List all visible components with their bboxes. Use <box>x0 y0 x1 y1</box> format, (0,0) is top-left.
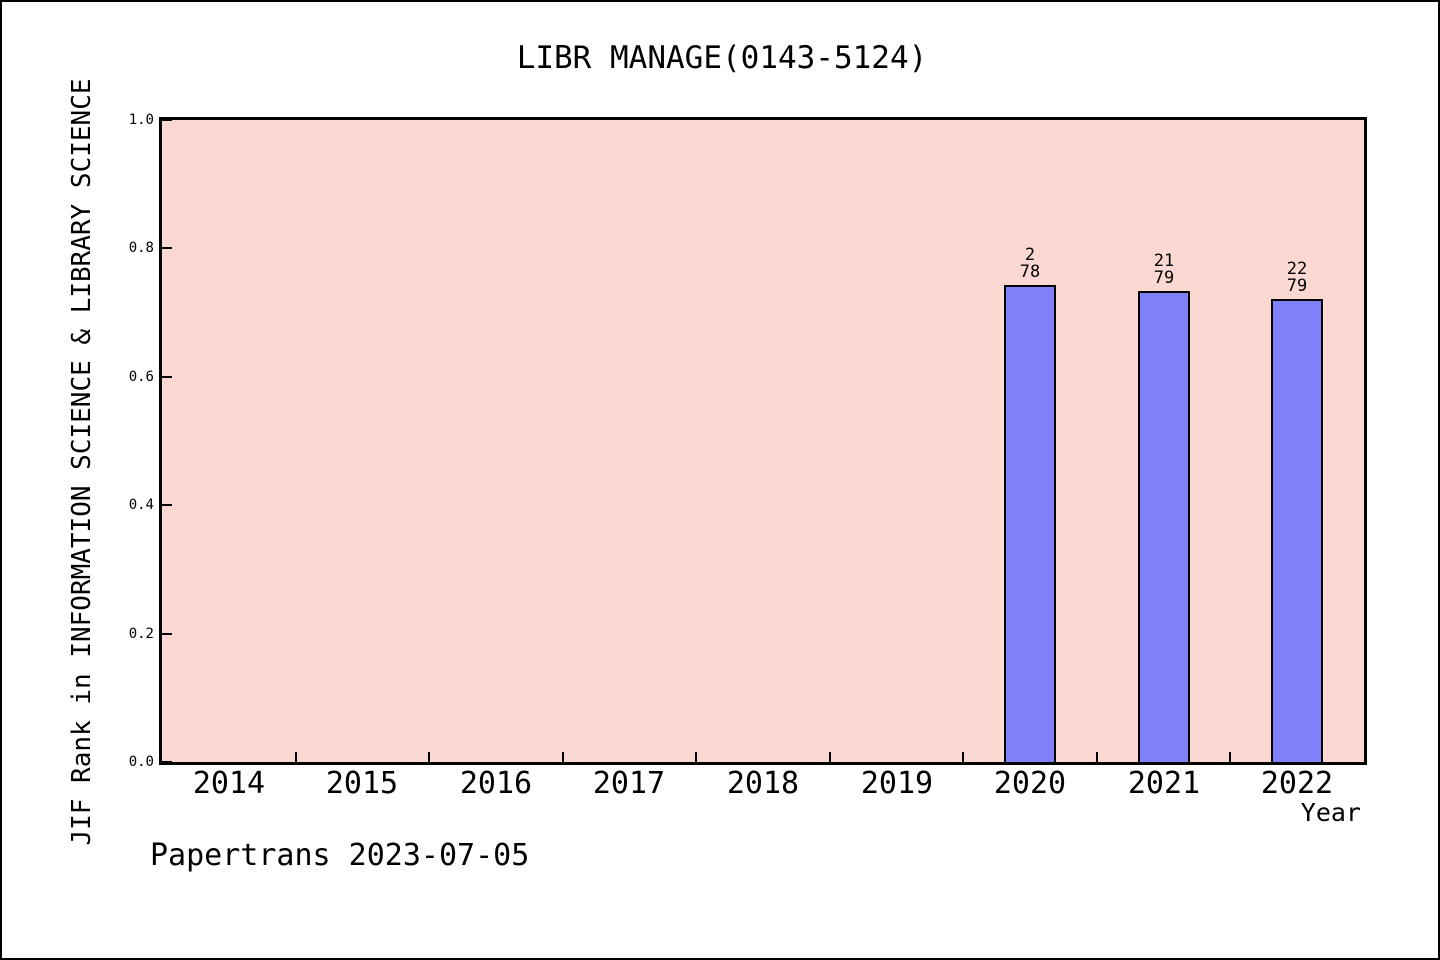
x-tick-label: 2016 <box>459 766 533 801</box>
bar-total-value: 79 <box>1286 276 1308 296</box>
y-tick-label: 0.8 <box>128 240 154 256</box>
y-tick-mark <box>162 761 172 763</box>
x-axis-label: Year <box>1300 798 1361 827</box>
x-tick-mark <box>1229 752 1231 762</box>
x-tick-mark <box>562 752 564 762</box>
chart-title: LIBR MANAGE(0143-5124) <box>516 40 928 76</box>
bar-annotation-2020: 2 78 <box>1020 247 1040 281</box>
x-tick-mark <box>428 752 430 762</box>
x-tick-label: 2022 <box>1260 766 1334 801</box>
x-tick-label: 2014 <box>192 766 266 801</box>
y-axis-label: JIF Rank in INFORMATION SCIENCE & LIBRAR… <box>67 78 97 846</box>
y-tick-mark <box>162 633 172 635</box>
bar-2020 <box>1004 285 1056 762</box>
bar-2022 <box>1271 299 1323 762</box>
y-tick-mark <box>162 247 172 249</box>
bar-total-value: 79 <box>1153 268 1175 288</box>
bar-annotation-2022: 22 79 <box>1287 261 1307 295</box>
x-tick-mark <box>295 752 297 762</box>
x-tick-label: 2018 <box>726 766 800 801</box>
y-tick-mark <box>162 376 172 378</box>
x-tick-mark <box>695 752 697 762</box>
bar-2021 <box>1138 291 1190 762</box>
y-tick-label: 0.2 <box>128 626 154 642</box>
y-tick-label: 1.0 <box>128 112 154 128</box>
bar-total-value: 78 <box>1019 262 1041 282</box>
x-tick-label: 2015 <box>325 766 399 801</box>
x-tick-label: 2017 <box>592 766 666 801</box>
x-tick-label: 2019 <box>860 766 934 801</box>
y-tick-mark <box>162 119 172 121</box>
bar-rank-value: 21 <box>1153 251 1175 271</box>
watermark-text: Papertrans 2023-07-05 <box>150 838 530 873</box>
bar-rank-value: 2 <box>1024 245 1036 265</box>
y-tick-label: 0.4 <box>128 497 154 513</box>
y-tick-label: 0.6 <box>128 369 154 385</box>
y-tick-mark <box>162 504 172 506</box>
x-tick-mark <box>829 752 831 762</box>
y-tick-label: 0.0 <box>128 754 154 770</box>
bar-annotation-2021: 21 79 <box>1154 253 1174 287</box>
x-tick-label: 2020 <box>993 766 1067 801</box>
x-tick-mark <box>1096 752 1098 762</box>
plot-area: 2 78 21 79 22 79 <box>159 117 1367 765</box>
x-tick-label: 2021 <box>1127 766 1201 801</box>
x-tick-mark <box>962 752 964 762</box>
bar-rank-value: 22 <box>1286 259 1308 279</box>
